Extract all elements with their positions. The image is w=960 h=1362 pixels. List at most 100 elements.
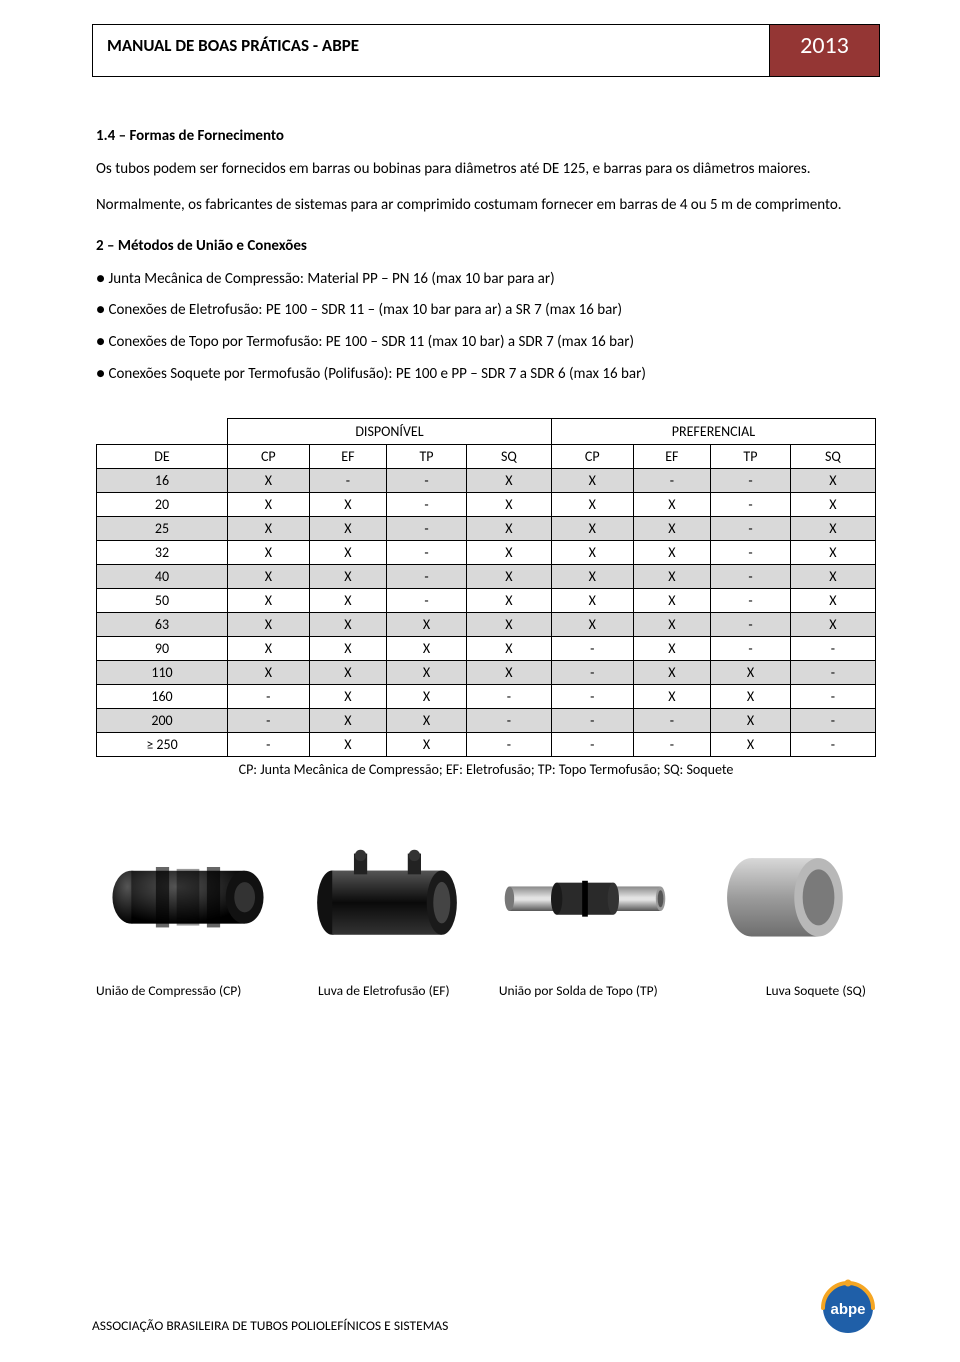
- table-cell: X: [228, 636, 310, 660]
- table-cell: -: [711, 468, 791, 492]
- table-cell: -: [633, 468, 710, 492]
- table-cell: X: [387, 708, 467, 732]
- table-cell: -: [790, 660, 875, 684]
- table-cell: -: [466, 684, 551, 708]
- col-header: TP: [387, 444, 467, 468]
- col-header: CP: [228, 444, 310, 468]
- table-cell: X: [790, 492, 875, 516]
- table-cell: 16: [97, 468, 228, 492]
- table-cell: X: [228, 540, 310, 564]
- table-cell: -: [551, 636, 633, 660]
- table-cell: X: [466, 660, 551, 684]
- table-cell: 32: [97, 540, 228, 564]
- table-cell: X: [790, 564, 875, 588]
- col-header: SQ: [466, 444, 551, 468]
- table-cell: -: [228, 684, 310, 708]
- table-cell: X: [309, 732, 386, 756]
- table-cell: -: [551, 708, 633, 732]
- bullet-item: ● Conexões de Eletrofusão: PE 100 – SDR …: [96, 300, 876, 322]
- table-cell: -: [790, 708, 875, 732]
- table-cell: X: [309, 660, 386, 684]
- table-cell: 40: [97, 564, 228, 588]
- table-cell: X: [466, 588, 551, 612]
- bullet-item: ● Conexões de Topo por Termofusão: PE 10…: [96, 332, 876, 354]
- table-cell: -: [711, 588, 791, 612]
- table-cell: X: [228, 516, 310, 540]
- table-cell: -: [633, 708, 710, 732]
- table-cell: X: [466, 468, 551, 492]
- table-row: 40XX-XXX-X: [97, 564, 876, 588]
- section-2-heading: 2 – Métodos de União e Conexões: [96, 237, 876, 255]
- table-cell: -: [790, 732, 875, 756]
- page-footer: ASSOCIAÇÃO BRASILEIRA DE TUBOS POLIOLEFÍ…: [92, 1274, 880, 1334]
- section-1-4-para-2: Normalmente, os fabricantes de sistemas …: [96, 195, 876, 217]
- table-cell: 90: [97, 636, 228, 660]
- table-cell: -: [711, 564, 791, 588]
- table-cell: -: [711, 516, 791, 540]
- table-cell: -: [387, 540, 467, 564]
- figure-butt-fusion-union: [493, 838, 678, 958]
- table-cell: X: [790, 588, 875, 612]
- table-cell: X: [790, 540, 875, 564]
- table-row: 160-XX--XX-: [97, 684, 876, 708]
- table-row: 110XXXX-XX-: [97, 660, 876, 684]
- table-cell: -: [387, 564, 467, 588]
- table-cell: X: [228, 660, 310, 684]
- table-cell: -: [790, 684, 875, 708]
- bullet-item: ● Junta Mecânica de Compressão: Material…: [96, 269, 876, 291]
- table-cell: X: [228, 588, 310, 612]
- table-cell: X: [790, 468, 875, 492]
- table-cell: X: [228, 492, 310, 516]
- table-row: ≥ 250-XX---X-: [97, 732, 876, 756]
- table-cell: X: [551, 468, 633, 492]
- table-cell: X: [711, 660, 791, 684]
- figure-captions-row: União de Compressão (CP) Luva de Eletrof…: [96, 982, 876, 999]
- table-cell: X: [633, 684, 710, 708]
- header-year: 2013: [769, 25, 879, 76]
- table-cell: X: [309, 492, 386, 516]
- table-cell: X: [309, 636, 386, 660]
- table-cell: X: [387, 612, 467, 636]
- table-cell: -: [633, 732, 710, 756]
- figure-caption: União de Compressão (CP): [96, 982, 283, 999]
- table-cell: 20: [97, 492, 228, 516]
- table-cell: X: [551, 564, 633, 588]
- table-cell: X: [309, 540, 386, 564]
- table-cell: 200: [97, 708, 228, 732]
- figure-caption: Luva Soquete (SQ): [680, 982, 877, 999]
- table-cell: -: [387, 516, 467, 540]
- table-cell: X: [551, 588, 633, 612]
- table-row: 20XX-XXX-X: [97, 492, 876, 516]
- table-row: 200-XX---X-: [97, 708, 876, 732]
- table-cell: -: [711, 540, 791, 564]
- table-cell: -: [711, 492, 791, 516]
- availability-table: DISPONÍVEL PREFERENCIAL DE CP EF TP SQ C…: [96, 418, 876, 757]
- table-cell: X: [711, 732, 791, 756]
- table-row: 32XX-XXX-X: [97, 540, 876, 564]
- col-header: DE: [97, 444, 228, 468]
- table-cell: X: [711, 684, 791, 708]
- table-row: 50XX-XXX-X: [97, 588, 876, 612]
- table-cell: -: [309, 468, 386, 492]
- table-cell: -: [551, 660, 633, 684]
- table-row: 63XXXXXX-X: [97, 612, 876, 636]
- table-cell: X: [466, 540, 551, 564]
- group-header-preferencial: PREFERENCIAL: [551, 418, 875, 444]
- figure-electrofusion-sleeve: [295, 838, 480, 958]
- col-header: EF: [309, 444, 386, 468]
- table-cell: X: [551, 492, 633, 516]
- table-cell: X: [633, 540, 710, 564]
- table-cell: X: [309, 708, 386, 732]
- table-column-header-row: DE CP EF TP SQ CP EF TP SQ: [97, 444, 876, 468]
- table-cell: -: [387, 588, 467, 612]
- table-cell: X: [387, 660, 467, 684]
- bullet-item: ● Conexões Soquete por Termofusão (Polif…: [96, 364, 876, 386]
- table-cell: X: [790, 612, 875, 636]
- table-cell: X: [387, 684, 467, 708]
- figures-row: [96, 838, 876, 958]
- table-row: 25XX-XXX-X: [97, 516, 876, 540]
- table-cell: X: [228, 612, 310, 636]
- table-cell: X: [633, 636, 710, 660]
- table-cell: 160: [97, 684, 228, 708]
- table-row: 16X--XX--X: [97, 468, 876, 492]
